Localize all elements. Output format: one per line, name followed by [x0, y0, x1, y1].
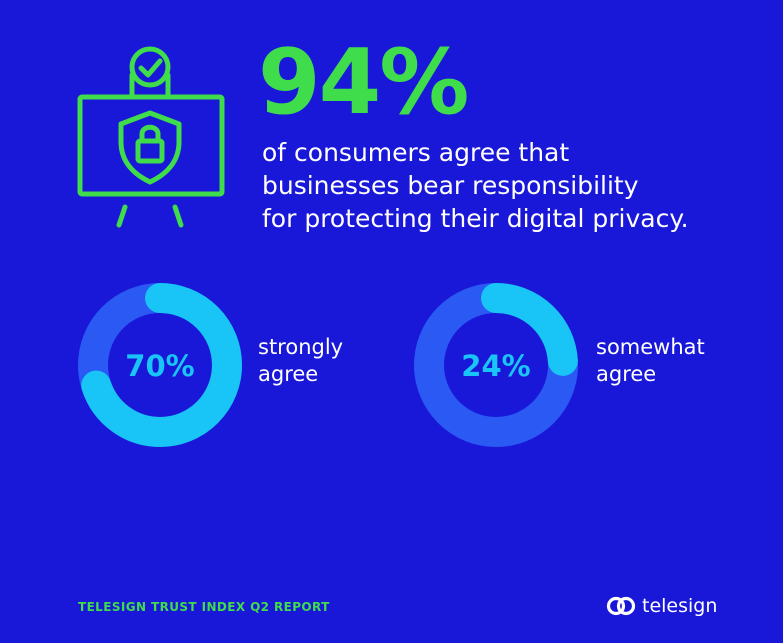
donut-label-line: agree — [596, 362, 657, 386]
checkmark-circle-icon — [129, 46, 171, 88]
footer-report-title: TELESIGN TRUST INDEX Q2 REPORT — [78, 600, 330, 614]
headline-description: of consumers agree that businesses bear … — [262, 136, 762, 235]
description-line: of consumers agree that — [262, 138, 570, 167]
donut-value-arc — [414, 283, 578, 447]
donut-value-label: 24% — [461, 349, 530, 383]
donut-label-line: strongly — [258, 335, 344, 359]
description-line: businesses bear responsibility — [262, 171, 639, 200]
donut-label-somewhat-agree: somewhat agree — [596, 334, 705, 388]
shield-lock-icon — [118, 110, 182, 185]
headline-stat: 94% — [258, 30, 469, 135]
brand-logo: telesign — [606, 594, 717, 618]
donut-chart-somewhat-agree: 24% — [414, 283, 578, 447]
brand-name: telesign — [642, 595, 718, 617]
donut-chart-strongly-agree: 70% — [78, 283, 242, 447]
donut-label-line: somewhat — [596, 335, 705, 359]
description-line: for protecting their digital privacy. — [262, 204, 689, 233]
donut-label-line: agree — [258, 362, 319, 386]
donut-label-strongly-agree: strongly agree — [258, 334, 343, 388]
donut-value-label: 70% — [125, 349, 194, 383]
privacy-board-icon — [77, 46, 225, 228]
telesign-logo-icon — [606, 596, 636, 616]
donut-value-arc — [78, 283, 242, 447]
